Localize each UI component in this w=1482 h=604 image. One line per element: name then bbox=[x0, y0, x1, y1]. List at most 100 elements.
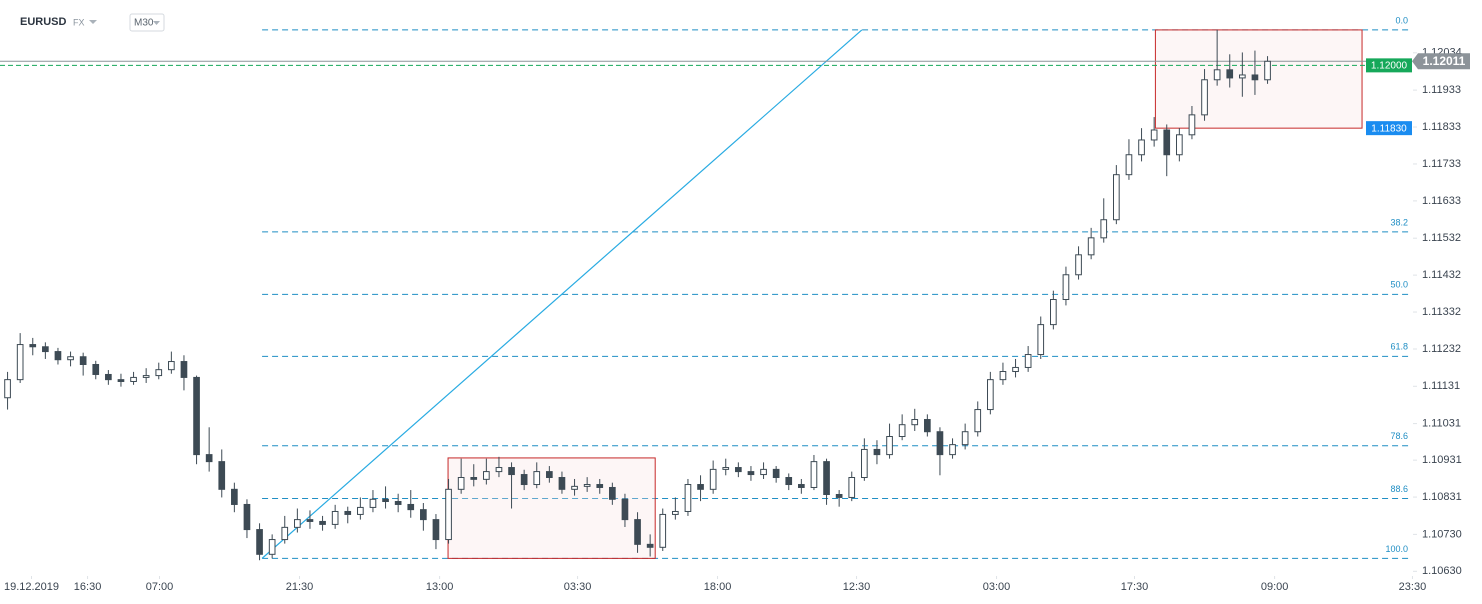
y-tick-label: 1.11031 bbox=[1422, 417, 1461, 429]
x-tick-label: 17:30 bbox=[1121, 581, 1149, 593]
candle-body bbox=[646, 543, 654, 548]
candle-body bbox=[798, 484, 805, 488]
candle-body bbox=[142, 375, 150, 378]
candle-body bbox=[974, 409, 982, 433]
candle-body bbox=[42, 346, 49, 353]
price-tag bbox=[1366, 58, 1412, 73]
y-tick-label: 1.11332 bbox=[1422, 306, 1461, 318]
fib-label: 100.0 bbox=[1385, 544, 1408, 554]
candle-body bbox=[1188, 114, 1196, 136]
candle-body bbox=[294, 519, 301, 528]
candle-body bbox=[835, 493, 843, 498]
x-tick-label: 18:00 bbox=[704, 581, 732, 593]
x-tick-label: 07:00 bbox=[146, 581, 174, 593]
x-tick-label: 19.12.2019 bbox=[4, 581, 59, 593]
y-tick-label: 1.11833 bbox=[1422, 121, 1461, 133]
symbol: EURUSD bbox=[20, 16, 67, 28]
y-tick-label: 1.10931 bbox=[1422, 454, 1462, 466]
candle-body bbox=[533, 471, 541, 486]
candle-body bbox=[898, 424, 906, 438]
candle-body bbox=[218, 461, 226, 490]
candle-body bbox=[848, 477, 856, 498]
candle-body bbox=[1201, 79, 1208, 116]
candle-body bbox=[231, 488, 238, 505]
y-tick-label: 1.11532 bbox=[1422, 232, 1461, 244]
candle-body bbox=[735, 467, 742, 473]
candle-body bbox=[634, 519, 641, 545]
x-tick-label: 03:30 bbox=[564, 581, 592, 593]
candle-body bbox=[382, 498, 389, 503]
y-tick-label: 1.11633 bbox=[1422, 195, 1461, 207]
candle-body bbox=[67, 356, 74, 361]
timeframe-button[interactable] bbox=[129, 13, 165, 32]
y-tick-label: 1.10730 bbox=[1422, 528, 1462, 540]
x-tick-label: 09:00 bbox=[1261, 581, 1289, 593]
candle-body bbox=[1163, 129, 1171, 156]
candle-body bbox=[1050, 299, 1057, 326]
candle-body bbox=[1100, 219, 1108, 239]
fib-label: 61.8 bbox=[1390, 342, 1408, 352]
candle-body bbox=[1150, 129, 1158, 141]
candle-body bbox=[886, 436, 893, 456]
candle-body bbox=[420, 509, 427, 521]
candle-body bbox=[357, 506, 364, 515]
candle-body bbox=[1213, 69, 1221, 81]
candle-body bbox=[16, 344, 24, 381]
candle-body bbox=[546, 471, 553, 479]
x-tick-label: 03:00 bbox=[983, 581, 1011, 593]
candle-body bbox=[407, 503, 415, 511]
y-tick-label: 1.11432 bbox=[1422, 269, 1461, 281]
candle-body bbox=[1113, 174, 1120, 221]
candle-body bbox=[117, 379, 125, 382]
candle-body bbox=[205, 454, 213, 463]
candle-body bbox=[180, 361, 188, 378]
candle-body bbox=[1239, 74, 1246, 79]
candle-body bbox=[520, 474, 528, 486]
current-price-tag bbox=[1412, 53, 1470, 70]
candle-body bbox=[1138, 139, 1145, 156]
candle-body bbox=[684, 484, 692, 512]
candle-body bbox=[470, 477, 478, 480]
candle-body bbox=[810, 461, 818, 488]
candle-body bbox=[508, 467, 515, 476]
candle-body bbox=[1251, 74, 1259, 81]
candle-body bbox=[861, 448, 868, 479]
candle-body bbox=[772, 468, 780, 479]
x-tick-label: 23:30 bbox=[1399, 581, 1427, 593]
candle-body bbox=[1075, 254, 1082, 276]
fib-label: 78.6 bbox=[1390, 431, 1408, 441]
candle-body bbox=[54, 351, 62, 361]
fib-label: 88.6 bbox=[1390, 484, 1408, 494]
candle-body bbox=[1264, 60, 1271, 81]
market-caret[interactable] bbox=[89, 20, 97, 24]
candle-body bbox=[445, 488, 452, 541]
candle-body bbox=[1062, 274, 1070, 301]
range-box bbox=[1154, 29, 1363, 129]
candle-body bbox=[571, 485, 578, 490]
candle-body bbox=[243, 503, 251, 531]
candle-body bbox=[924, 419, 931, 433]
y-tick-label: 1.11131 bbox=[1422, 380, 1460, 392]
candle-body bbox=[1125, 154, 1133, 176]
candle-body bbox=[961, 431, 969, 446]
candle-body bbox=[999, 371, 1007, 381]
candle-body bbox=[268, 539, 276, 555]
x-tick-label: 12:30 bbox=[843, 581, 871, 593]
candle-body bbox=[1024, 354, 1032, 368]
timeframe-caret bbox=[153, 21, 160, 25]
x-tick-label: 21:30 bbox=[286, 581, 314, 593]
candle-body bbox=[596, 484, 604, 488]
timeframe: M30 bbox=[134, 18, 154, 29]
y-tick-label: 1.10831 bbox=[1422, 491, 1462, 503]
candle-body bbox=[457, 477, 465, 490]
candle-body bbox=[760, 468, 767, 476]
candle-body bbox=[1012, 366, 1019, 373]
candle-body bbox=[621, 498, 629, 521]
x-tick-label: 13:00 bbox=[426, 581, 454, 593]
candle-body bbox=[1226, 69, 1234, 79]
candle-body bbox=[672, 510, 679, 515]
candle-body bbox=[306, 519, 314, 522]
candle-body bbox=[168, 361, 175, 371]
